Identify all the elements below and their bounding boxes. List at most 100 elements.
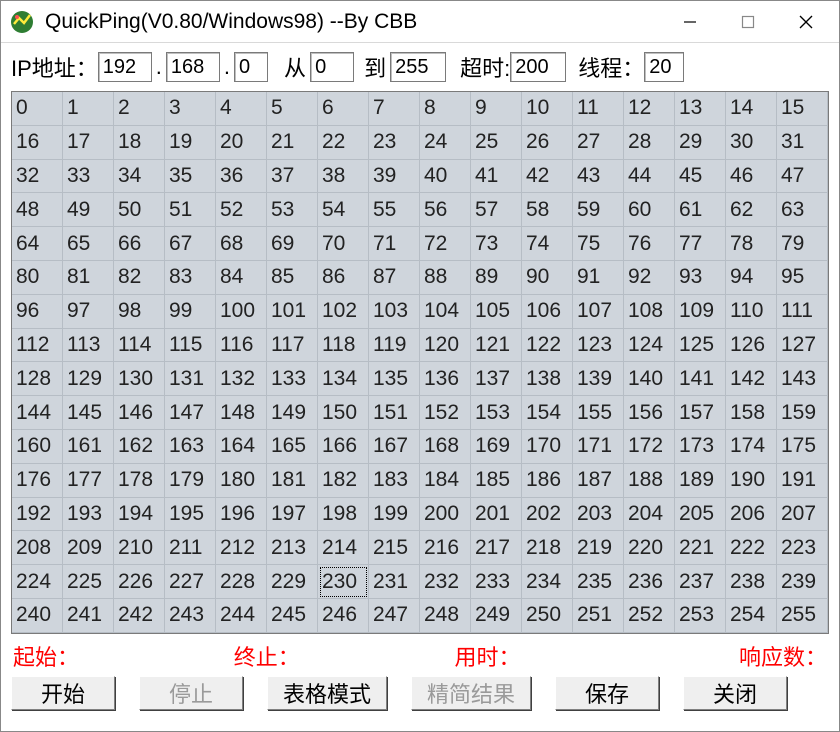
ip-cell[interactable]: 57: [471, 193, 522, 227]
ip-cell[interactable]: 199: [369, 498, 420, 532]
ip-cell[interactable]: 243: [165, 599, 216, 633]
ip-cell[interactable]: 48: [12, 193, 63, 227]
ip-cell[interactable]: 77: [675, 227, 726, 261]
ip-cell[interactable]: 102: [318, 295, 369, 329]
close-app-button[interactable]: 关闭: [683, 676, 787, 710]
ip-cell[interactable]: 75: [573, 227, 624, 261]
ip-cell[interactable]: 8: [420, 92, 471, 126]
ip-cell[interactable]: 205: [675, 498, 726, 532]
ip-cell[interactable]: 209: [63, 531, 114, 565]
ip-cell[interactable]: 38: [318, 160, 369, 194]
ip-cell[interactable]: 165: [267, 430, 318, 464]
ip-cell[interactable]: 110: [726, 295, 777, 329]
ip-cell[interactable]: 154: [522, 396, 573, 430]
ip-cell[interactable]: 17: [63, 126, 114, 160]
ip-cell[interactable]: 208: [12, 531, 63, 565]
ip-cell[interactable]: 64: [12, 227, 63, 261]
ip-cell[interactable]: 191: [777, 464, 828, 498]
ip-cell[interactable]: 21: [267, 126, 318, 160]
ip-cell[interactable]: 164: [216, 430, 267, 464]
ip-cell[interactable]: 122: [522, 329, 573, 363]
ip-cell[interactable]: 10: [522, 92, 573, 126]
ip-cell[interactable]: 182: [318, 464, 369, 498]
ip-cell[interactable]: 232: [420, 565, 471, 599]
ip-cell[interactable]: 163: [165, 430, 216, 464]
ip-cell[interactable]: 69: [267, 227, 318, 261]
ip-cell[interactable]: 177: [63, 464, 114, 498]
ip-cell[interactable]: 228: [216, 565, 267, 599]
ip-cell[interactable]: 237: [675, 565, 726, 599]
close-button[interactable]: [777, 1, 835, 42]
ip-cell[interactable]: 156: [624, 396, 675, 430]
ip-cell[interactable]: 2: [114, 92, 165, 126]
ip-cell[interactable]: 141: [675, 362, 726, 396]
ip-cell[interactable]: 11: [573, 92, 624, 126]
ip-cell[interactable]: 172: [624, 430, 675, 464]
ip-cell[interactable]: 249: [471, 599, 522, 633]
ip-cell[interactable]: 33: [63, 160, 114, 194]
ip-cell[interactable]: 147: [165, 396, 216, 430]
ip-cell[interactable]: 116: [216, 329, 267, 363]
ip-cell[interactable]: 95: [777, 261, 828, 295]
ip-cell[interactable]: 189: [675, 464, 726, 498]
ip-cell[interactable]: 59: [573, 193, 624, 227]
ip-cell[interactable]: 0: [12, 92, 63, 126]
ip-cell[interactable]: 26: [522, 126, 573, 160]
ip-cell[interactable]: 124: [624, 329, 675, 363]
ip-cell[interactable]: 78: [726, 227, 777, 261]
ip-cell[interactable]: 221: [675, 531, 726, 565]
ip-cell[interactable]: 241: [63, 599, 114, 633]
ip-cell[interactable]: 252: [624, 599, 675, 633]
ip-cell[interactable]: 82: [114, 261, 165, 295]
ip-cell[interactable]: 131: [165, 362, 216, 396]
range-from-input[interactable]: [310, 52, 354, 82]
ip-cell[interactable]: 105: [471, 295, 522, 329]
ip-cell[interactable]: 114: [114, 329, 165, 363]
ip-cell[interactable]: 15: [777, 92, 828, 126]
ip-cell[interactable]: 166: [318, 430, 369, 464]
ip-cell[interactable]: 152: [420, 396, 471, 430]
ip-cell[interactable]: 138: [522, 362, 573, 396]
ip-cell[interactable]: 207: [777, 498, 828, 532]
ip-cell[interactable]: 22: [318, 126, 369, 160]
ip-cell[interactable]: 193: [63, 498, 114, 532]
ip-cell[interactable]: 143: [777, 362, 828, 396]
ip-cell[interactable]: 115: [165, 329, 216, 363]
ip-cell[interactable]: 28: [624, 126, 675, 160]
ip-cell[interactable]: 68: [216, 227, 267, 261]
ip-cell[interactable]: 222: [726, 531, 777, 565]
ip-cell[interactable]: 250: [522, 599, 573, 633]
ip-cell[interactable]: 169: [471, 430, 522, 464]
ip-cell[interactable]: 135: [369, 362, 420, 396]
ip-cell[interactable]: 111: [777, 295, 828, 329]
ip-cell[interactable]: 239: [777, 565, 828, 599]
ip-cell[interactable]: 73: [471, 227, 522, 261]
ip-cell[interactable]: 16: [12, 126, 63, 160]
ip-cell[interactable]: 132: [216, 362, 267, 396]
ip-cell[interactable]: 60: [624, 193, 675, 227]
ip-cell[interactable]: 65: [63, 227, 114, 261]
ip-cell[interactable]: 101: [267, 295, 318, 329]
ip-cell[interactable]: 195: [165, 498, 216, 532]
ip-cell[interactable]: 219: [573, 531, 624, 565]
ip-cell[interactable]: 179: [165, 464, 216, 498]
ip-cell[interactable]: 90: [522, 261, 573, 295]
ip-cell[interactable]: 153: [471, 396, 522, 430]
ip-cell[interactable]: 136: [420, 362, 471, 396]
ip-cell[interactable]: 230: [318, 565, 369, 599]
ip-cell[interactable]: 255: [777, 599, 828, 633]
ip-cell[interactable]: 245: [267, 599, 318, 633]
ip-cell[interactable]: 27: [573, 126, 624, 160]
ip-cell[interactable]: 99: [165, 295, 216, 329]
minimize-button[interactable]: [661, 1, 719, 42]
ip-cell[interactable]: 112: [12, 329, 63, 363]
ip-cell[interactable]: 87: [369, 261, 420, 295]
ip-cell[interactable]: 174: [726, 430, 777, 464]
ip-cell[interactable]: 63: [777, 193, 828, 227]
ip-cell[interactable]: 204: [624, 498, 675, 532]
ip-cell[interactable]: 158: [726, 396, 777, 430]
ip-cell[interactable]: 49: [63, 193, 114, 227]
ip-cell[interactable]: 186: [522, 464, 573, 498]
ip-cell[interactable]: 162: [114, 430, 165, 464]
ip-cell[interactable]: 253: [675, 599, 726, 633]
